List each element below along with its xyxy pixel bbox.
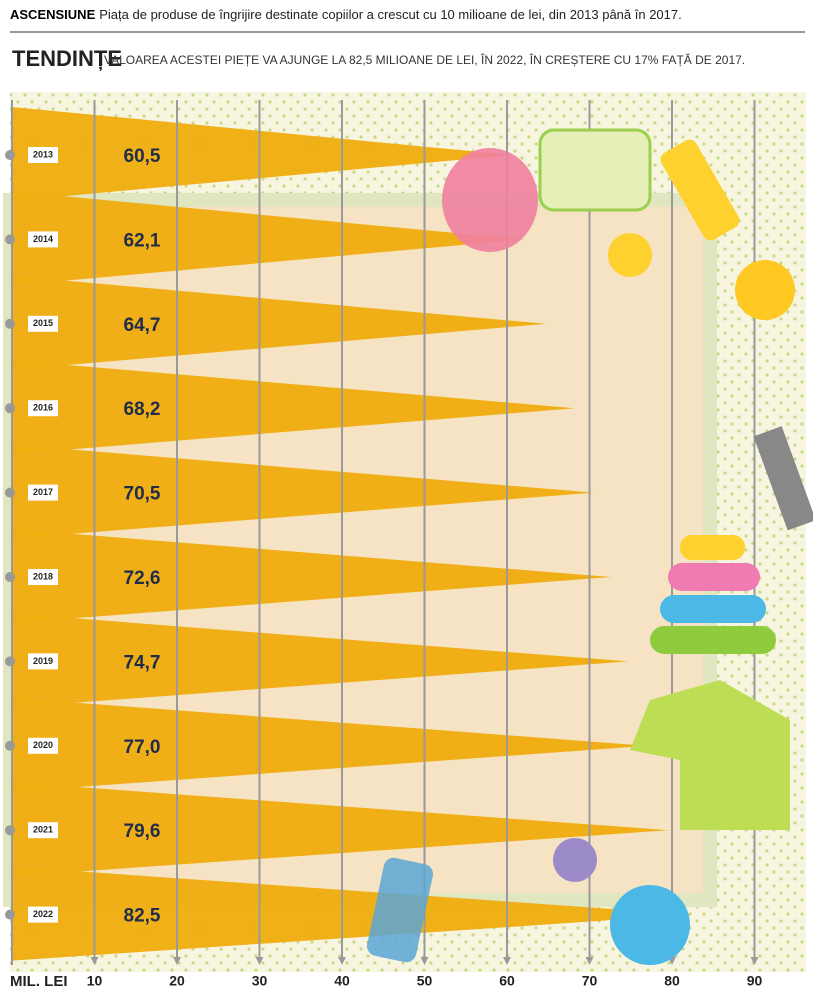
bar [12, 360, 575, 455]
bar [12, 444, 594, 539]
value-label: 82,5 [124, 906, 161, 927]
ring-3 [660, 595, 766, 623]
tick-arrow [420, 957, 429, 965]
ring-2 [668, 563, 760, 591]
y-tick-label: 2022 [33, 909, 53, 919]
year-box [28, 147, 58, 163]
year-dot [5, 656, 15, 667]
bar [12, 697, 648, 792]
year-dot [5, 572, 15, 582]
x-tick-label: 40 [334, 973, 350, 989]
year-box [28, 315, 58, 332]
tick-arrow [338, 957, 346, 965]
ring-1 [680, 535, 745, 560]
x-tick-label: 20 [169, 973, 185, 989]
bib [442, 148, 538, 252]
value-label: 62,1 [124, 230, 161, 251]
year-box [28, 569, 58, 585]
decorations [367, 128, 813, 965]
x-tick-label: 50 [417, 973, 433, 989]
year-dot [5, 825, 15, 836]
value-label: 60,5 [124, 146, 161, 167]
bar [12, 613, 629, 708]
trend-title: TENDINȚE [12, 46, 122, 71]
comb [753, 426, 813, 531]
bar [12, 866, 693, 961]
tick-arrow [750, 957, 759, 965]
x-axis-label: MIL. LEI [10, 973, 68, 990]
x-tick-label: 30 [252, 973, 268, 989]
trend-text: VALOAREA ACESTEI PIEȚE VA AJUNGE LA 82,5… [104, 52, 745, 67]
value-label: 72,6 [124, 568, 161, 589]
tick-arrow [255, 957, 264, 965]
y-tick-label: 2021 [33, 825, 53, 835]
bottle-2 [367, 857, 433, 963]
bottle [660, 139, 740, 241]
year-box [28, 484, 58, 501]
rattle [735, 260, 795, 320]
x-tick-label: 70 [582, 973, 598, 989]
diaper [538, 128, 652, 212]
value-label: 77,0 [124, 737, 161, 758]
year-dot [5, 318, 15, 329]
ball [610, 885, 690, 965]
x-tick-label: 90 [747, 973, 763, 989]
year-box [28, 822, 58, 839]
kicker-text: Piața de produse de îngrijire destinate … [99, 7, 682, 22]
y-tick-label: 2016 [33, 403, 53, 413]
bar [12, 191, 525, 286]
y-tick-label: 2017 [33, 487, 53, 497]
duck [608, 233, 652, 277]
value-label: 64,7 [124, 315, 161, 336]
tick-arrow [503, 957, 511, 965]
bar [12, 529, 611, 623]
value-label: 70,5 [124, 484, 161, 505]
rattle-2 [553, 838, 597, 882]
year-box [28, 400, 58, 417]
year-box [28, 906, 58, 923]
year-box [28, 231, 58, 248]
tick-arrow [585, 957, 594, 965]
kicker-title: ASCENSIUNE [10, 7, 96, 22]
value-label: 74,7 [124, 652, 161, 673]
y-tick-label: 2020 [33, 740, 53, 750]
plot: MIL. LEI 10 20 30 40 50 60 70 80 90 2013 60,5 2014 62… [5, 100, 762, 990]
year-dot [5, 150, 15, 160]
y-tick-label: 2018 [33, 571, 53, 581]
year-dot [5, 487, 15, 498]
tick-arrow [90, 957, 99, 965]
y-tick-label: 2014 [33, 234, 53, 244]
kicker: ASCENSIUNE Piața de produse de îngrijire … [10, 7, 682, 22]
y-tick-label: 2013 [33, 149, 53, 159]
year-dot [5, 909, 15, 920]
y-tick-label: 2019 [33, 656, 53, 666]
year-box [28, 653, 58, 670]
ring-4 [650, 626, 776, 654]
value-label: 79,6 [124, 821, 161, 842]
year-dot [5, 740, 15, 751]
bar [12, 107, 512, 201]
x-tick-label: 80 [664, 973, 680, 989]
shirt [630, 680, 790, 830]
year-box [28, 737, 58, 754]
year-dot [5, 403, 15, 414]
x-tick-label: 10 [87, 973, 103, 989]
x-tick-label: 60 [499, 973, 515, 989]
value-label: 68,2 [124, 399, 161, 420]
tick-arrow [173, 957, 181, 965]
bar [12, 275, 546, 370]
y-tick-label: 2015 [33, 318, 53, 328]
year-dot [5, 234, 15, 245]
